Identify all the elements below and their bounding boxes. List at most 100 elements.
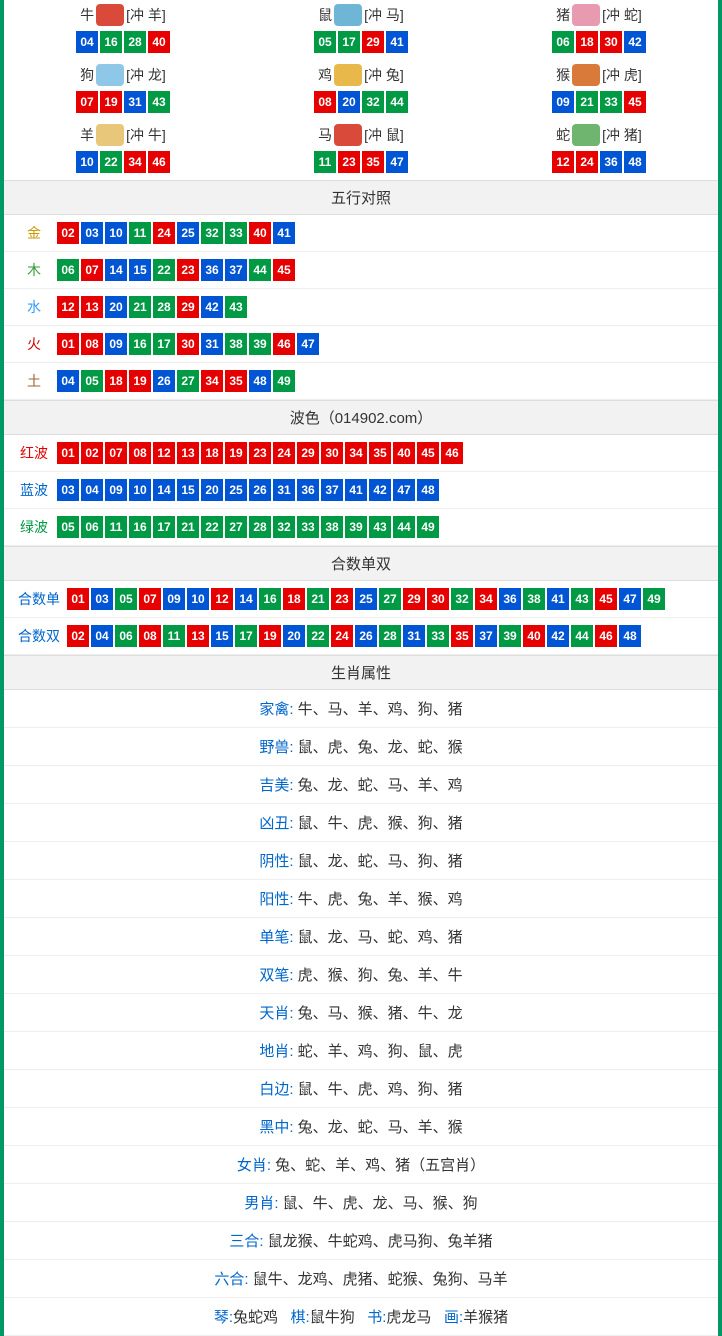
row-label: 红波: [12, 443, 56, 463]
number-ball: 03: [81, 222, 103, 244]
row-label: 合数单: [12, 589, 66, 609]
number-ball: 37: [225, 259, 247, 281]
zodiac-icon: [572, 124, 600, 146]
number-ball: 21: [307, 588, 329, 610]
number-ball: 28: [249, 516, 271, 538]
number-ball: 43: [148, 91, 170, 113]
attribute-value: 鼠龙猴、牛蛇鸡、虎马狗、兔羊猪: [268, 1233, 493, 1250]
attribute-row: 男肖: 鼠、牛、虎、龙、马、猴、狗: [4, 1184, 718, 1222]
heshu-header: 合数单双: [4, 546, 718, 581]
number-ball: 06: [57, 259, 79, 281]
footer-key: 画:: [444, 1309, 463, 1326]
number-ball: 04: [81, 479, 103, 501]
attribute-label: 单笔:: [259, 929, 297, 946]
number-ball: 19: [259, 625, 281, 647]
number-ball: 24: [331, 625, 353, 647]
zodiac-numbers: 09213345: [480, 90, 718, 114]
number-ball: 04: [57, 370, 79, 392]
number-ball: 13: [81, 296, 103, 318]
number-ball: 40: [393, 442, 415, 464]
number-ball: 10: [76, 151, 98, 173]
number-ball: 14: [153, 479, 175, 501]
number-ball: 20: [105, 296, 127, 318]
number-ball: 27: [225, 516, 247, 538]
number-ball: 29: [362, 31, 384, 53]
number-ball: 29: [297, 442, 319, 464]
attribute-label: 男肖:: [244, 1195, 282, 1212]
number-ball: 18: [283, 588, 305, 610]
attribute-row: 双笔: 虎、猴、狗、兔、羊、牛: [4, 956, 718, 994]
number-ball: 06: [115, 625, 137, 647]
number-ball: 12: [211, 588, 233, 610]
zodiac-title: 狗[冲 龙]: [4, 64, 242, 86]
row-label: 合数双: [12, 626, 66, 646]
number-ball: 35: [369, 442, 391, 464]
number-ball: 26: [249, 479, 271, 501]
zodiac-cell: 鼠[冲 马]05172941: [242, 0, 480, 60]
number-ball: 46: [441, 442, 463, 464]
row-label: 火: [12, 334, 56, 354]
number-ball: 31: [403, 625, 425, 647]
number-ball: 28: [153, 296, 175, 318]
attribute-label: 三合:: [229, 1233, 267, 1250]
attribute-value: 鼠、龙、蛇、马、狗、猪: [298, 853, 463, 870]
zodiac-title: 鼠[冲 马]: [242, 4, 480, 26]
zodiac-icon: [572, 64, 600, 86]
shuxing-header: 生肖属性: [4, 655, 718, 690]
number-ball: 44: [393, 516, 415, 538]
zodiac-grid: 牛[冲 羊]04162840鼠[冲 马]05172941猪[冲 蛇]061830…: [4, 0, 718, 180]
number-ball: 34: [475, 588, 497, 610]
zodiac-cell: 猪[冲 蛇]06183042: [480, 0, 718, 60]
attribute-row: 家禽: 牛、马、羊、鸡、狗、猪: [4, 690, 718, 728]
number-ball: 17: [153, 333, 175, 355]
attribute-label: 白边:: [259, 1081, 297, 1098]
number-ball: 42: [624, 31, 646, 53]
number-ball: 22: [201, 516, 223, 538]
row-label: 绿波: [12, 517, 56, 537]
number-ball: 11: [314, 151, 336, 173]
number-ball: 16: [129, 333, 151, 355]
number-ball: 29: [403, 588, 425, 610]
number-ball: 28: [379, 625, 401, 647]
number-ball: 14: [235, 588, 257, 610]
number-ball: 15: [177, 479, 199, 501]
number-ball: 36: [600, 151, 622, 173]
number-ball: 42: [547, 625, 569, 647]
zodiac-icon: [96, 4, 124, 26]
footer-value: 鼠牛狗: [310, 1309, 355, 1326]
zodiac-name: 猴: [556, 65, 570, 85]
attribute-row: 六合: 鼠牛、龙鸡、虎猪、蛇猴、兔狗、马羊: [4, 1260, 718, 1298]
number-ball: 09: [105, 479, 127, 501]
attribute-value: 兔、龙、蛇、马、羊、鸡: [298, 777, 463, 794]
attribute-value: 鼠、牛、虎、鸡、狗、猪: [298, 1081, 463, 1098]
footer-value: 兔蛇鸡: [233, 1309, 278, 1326]
number-ball: 06: [552, 31, 574, 53]
attribute-label: 地肖:: [259, 1043, 297, 1060]
number-ball: 38: [523, 588, 545, 610]
attribute-label: 六合:: [214, 1271, 252, 1288]
attribute-row: 凶丑: 鼠、牛、虎、猴、狗、猪: [4, 804, 718, 842]
row-numbers: 0108091617303138394647: [56, 332, 710, 356]
attribute-label: 黑中:: [259, 1119, 297, 1136]
zodiac-title: 蛇[冲 猪]: [480, 124, 718, 146]
row-numbers: 05061116172122272832333839434449: [56, 515, 710, 539]
footer-separator: [355, 1309, 368, 1326]
number-ball: 24: [273, 442, 295, 464]
number-ball: 37: [475, 625, 497, 647]
number-ball: 16: [259, 588, 281, 610]
zodiac-cell: 狗[冲 龙]07193143: [4, 60, 242, 120]
attribute-value: 兔、马、猴、猪、牛、龙: [298, 1005, 463, 1022]
number-ball: 01: [57, 333, 79, 355]
number-ball: 44: [386, 91, 408, 113]
zodiac-clash: [冲 兔]: [364, 65, 404, 85]
number-ball: 20: [283, 625, 305, 647]
number-ball: 41: [273, 222, 295, 244]
number-ball: 30: [427, 588, 449, 610]
number-ball: 32: [201, 222, 223, 244]
bose-header: 波色（014902.com）: [4, 400, 718, 435]
number-ball: 12: [153, 442, 175, 464]
number-ball: 26: [153, 370, 175, 392]
number-ball: 42: [369, 479, 391, 501]
number-ball: 08: [129, 442, 151, 464]
zodiac-clash: [冲 牛]: [126, 125, 166, 145]
